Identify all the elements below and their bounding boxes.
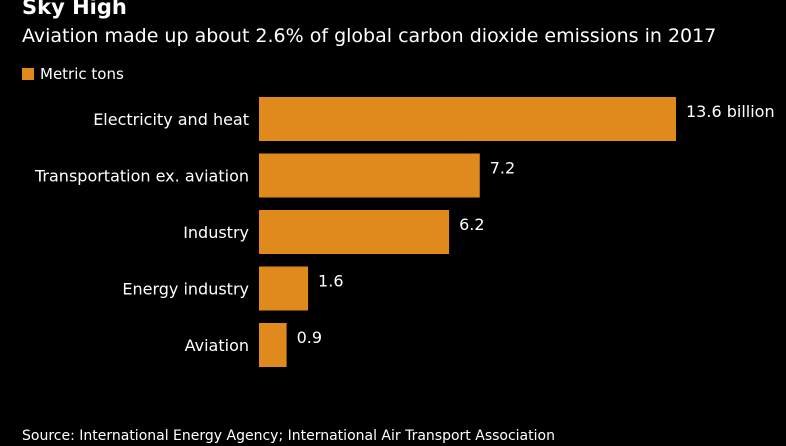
bar bbox=[259, 153, 480, 198]
category-label: Electricity and heat bbox=[93, 110, 249, 129]
bar bbox=[259, 323, 287, 367]
category-label: Energy industry bbox=[122, 280, 249, 299]
value-label: 7.2 bbox=[490, 159, 515, 178]
bar bbox=[259, 210, 450, 254]
chart-subtitle: Aviation made up about 2.6% of global ca… bbox=[22, 25, 717, 47]
chart-title: Sky High bbox=[22, 0, 127, 19]
legend: Metric tons bbox=[22, 64, 124, 84]
value-label: 13.6 billion bbox=[686, 102, 775, 121]
value-label: 0.9 bbox=[297, 328, 322, 347]
legend-swatch bbox=[22, 68, 34, 80]
bar bbox=[259, 97, 676, 141]
category-label: Transportation ex. aviation bbox=[34, 167, 249, 186]
category-label: Industry bbox=[183, 223, 249, 242]
value-label: 6.2 bbox=[459, 215, 484, 234]
value-label: 1.6 bbox=[318, 272, 343, 291]
source-note: Source: International Energy Agency; Int… bbox=[22, 428, 555, 444]
bar bbox=[259, 266, 309, 311]
legend-label: Metric tons bbox=[40, 65, 124, 83]
category-label: Aviation bbox=[185, 336, 249, 355]
